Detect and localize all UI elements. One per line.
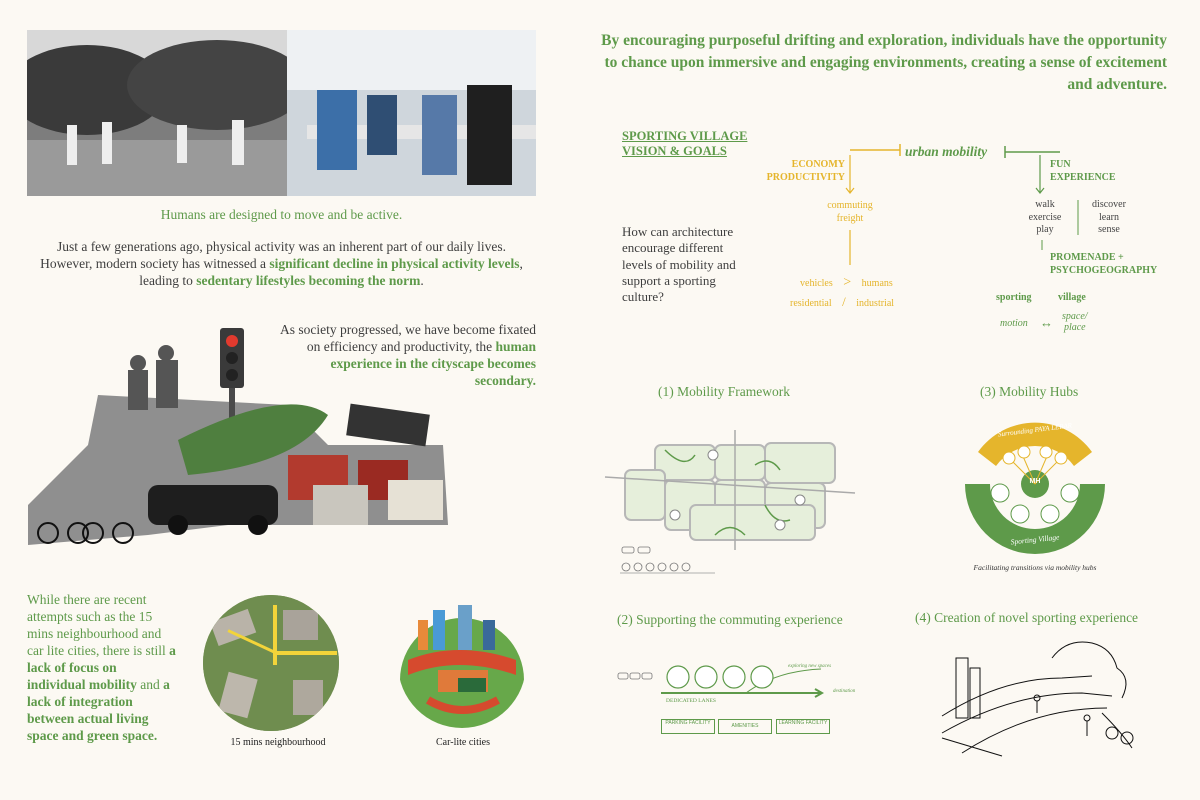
pill-parking: PARKING FACILITY: [661, 719, 715, 734]
p1-c: , leading to: [139, 256, 523, 288]
slash-symbol: /: [842, 294, 846, 309]
commuting-label: commuting: [827, 200, 873, 211]
psychogeography-label: PSYCHOGEOGRAPHY: [1050, 265, 1158, 276]
place-label: place: [1063, 322, 1086, 333]
vehicles-row: vehicles > humans: [800, 275, 910, 291]
space-label: space/: [1062, 311, 1088, 322]
intro-quote: By encouraging purposeful drifting and e…: [601, 32, 1167, 93]
residential-row: residential / industrial: [790, 294, 910, 310]
lead-text: Humans are designed to move and be activ…: [160, 207, 403, 222]
caption-15min: 15 mins neighbourhood: [230, 737, 326, 748]
fun-block: FUN EXPERIENCE: [1050, 158, 1116, 184]
space-place-block: space/ place: [1062, 311, 1088, 333]
heading-mobility-framework: (1) Mobility Framework: [658, 384, 790, 399]
car-lite-illustration: [400, 605, 524, 728]
vision-title: SPORTING VILLAGE VISION & GOALS: [622, 129, 747, 159]
hub-center-label: MH: [1029, 478, 1041, 485]
exploring-label: exploring new spaces: [788, 664, 832, 669]
vehicles-label: vehicles: [800, 278, 833, 289]
walk-label: walk: [1035, 199, 1055, 210]
freight-label: freight: [836, 213, 864, 224]
framework-legend: [620, 546, 715, 574]
industrial-label: industrial: [856, 298, 895, 309]
sporting-label: sporting: [996, 292, 1032, 303]
vision-diagram-lines: [845, 144, 1079, 265]
car-lite-image: [398, 600, 526, 728]
economy-label: ECONOMY: [791, 159, 845, 170]
p1-a: Just a few generations ago, physical act…: [40, 239, 507, 271]
p3-c: and: [136, 677, 164, 692]
motion-label: motion: [1000, 318, 1028, 329]
hub-caption: Facilitating transitions via mobility hu…: [973, 563, 1097, 572]
paragraph-lack: While there are recent attempts such as …: [27, 591, 177, 744]
destination-label: destination: [833, 689, 856, 694]
exercise-label: exercise: [1028, 211, 1062, 223]
productivity-label: PRODUCTIVITY: [766, 172, 845, 183]
vision-question: How can architecture encourage different…: [622, 224, 736, 305]
heading-mobility-hubs: (3) Mobility Hubs: [980, 384, 1079, 399]
caption-carlite: Car-lite cities: [436, 737, 490, 748]
p1-b: significant decline in physical activity…: [269, 256, 520, 271]
mobility-hubs-diagram: [965, 422, 1105, 554]
dedicated-lanes-label: DEDICATED LANES: [666, 698, 716, 704]
humans-label: humans: [861, 278, 893, 289]
experience-label: EXPERIENCE: [1050, 172, 1116, 183]
p3-a: While there are recent attempts such as …: [27, 592, 170, 658]
play-label: play: [1036, 224, 1054, 235]
fun-label: FUN: [1050, 159, 1071, 170]
p3-b: a lack of focus on individual mobility: [27, 643, 176, 692]
farm-office-illustration: [27, 30, 536, 196]
promenade-block: PROMENADE + PSYCHOGEOGRAPHY: [1050, 251, 1157, 277]
mobility-framework-diagram: [604, 430, 856, 550]
discover-block: discover learn sense: [1088, 199, 1130, 237]
walk-block: walk exercise play: [1025, 199, 1065, 237]
residential-label: residential: [790, 298, 832, 309]
aerial-illustration: [203, 595, 339, 731]
p1-d: sedentary lifestyles becoming the norm: [196, 273, 421, 288]
p2-a: As society progressed, we have become fi…: [279, 322, 536, 354]
novel-sporting-sketch: [941, 641, 1134, 757]
p1-e: .: [420, 273, 424, 288]
commuting-block: commuting freight: [810, 199, 890, 225]
gt-symbol: >: [843, 275, 852, 290]
p2-b: human experience in the cityscape become…: [330, 339, 536, 388]
pill-amenities: AMENITIES: [718, 719, 772, 734]
aerial-15min-image: [203, 595, 339, 731]
motion-arrow: ↔: [1040, 315, 1053, 330]
discover-label: discover: [1092, 199, 1126, 210]
paragraph-decline: Just a few generations ago, physical act…: [30, 238, 533, 289]
heading-novel-sporting: (4) Creation of novel sporting experienc…: [915, 610, 1139, 625]
learn-label: learn: [1099, 211, 1119, 223]
city-collage-illustration: [28, 328, 448, 545]
city-collage: [28, 325, 448, 545]
paragraph-efficiency: As society progressed, we have become fi…: [275, 321, 536, 389]
economy-block: ECONOMY PRODUCTIVITY: [763, 158, 845, 184]
urban-mobility-label: urban mobility: [905, 144, 988, 159]
village-label: village: [1058, 292, 1086, 303]
vision-title-line1: SPORTING VILLAGE: [622, 129, 748, 143]
farm-and-office-photo: [27, 30, 536, 196]
p3-d: a lack of integration between actual liv…: [27, 677, 170, 743]
heading-commuting: (2) Supporting the commuting experience: [617, 612, 843, 627]
pill-learning: LEARNING FACILITY: [776, 719, 830, 734]
sense-label: sense: [1098, 224, 1120, 235]
promenade-label: PROMENADE +: [1050, 252, 1124, 263]
commuting-diagram: [617, 665, 825, 698]
vision-title-line2: VISION & GOALS: [622, 144, 727, 158]
